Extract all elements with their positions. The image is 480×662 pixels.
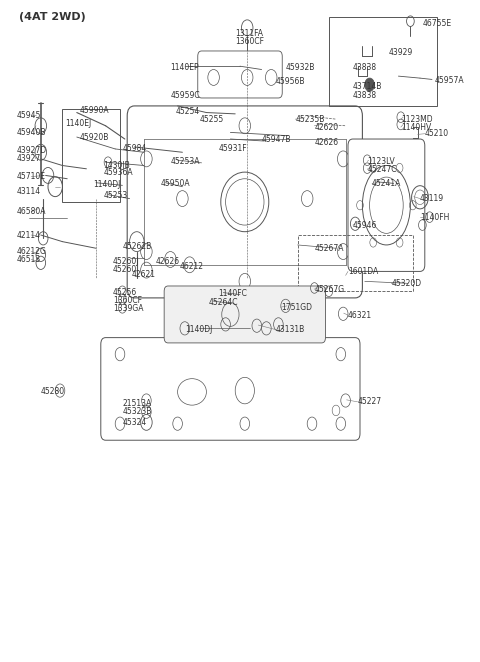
Text: 45945: 45945 [17, 111, 41, 120]
Text: 45320D: 45320D [391, 279, 421, 288]
Text: 45956B: 45956B [276, 77, 305, 86]
Text: 45255: 45255 [199, 115, 224, 124]
Text: 45959C: 45959C [170, 91, 200, 101]
Text: 45936A: 45936A [103, 168, 133, 177]
Text: 1123MD: 1123MD [401, 115, 432, 124]
Text: 43114: 43114 [17, 187, 41, 197]
Text: 1601DA: 1601DA [348, 267, 378, 276]
Text: 45323B: 45323B [122, 407, 152, 416]
Text: 43838: 43838 [353, 91, 377, 100]
Text: 1360CF: 1360CF [235, 36, 264, 46]
Text: 1140FC: 1140FC [218, 289, 247, 299]
Text: 46513: 46513 [17, 255, 41, 264]
FancyBboxPatch shape [127, 106, 362, 298]
Text: (4AT 2WD): (4AT 2WD) [19, 11, 86, 22]
Text: 45932B: 45932B [286, 63, 315, 72]
Bar [298, 235, 413, 291]
Text: 43119: 43119 [420, 194, 444, 203]
Text: 46321: 46321 [348, 310, 372, 320]
Text: 43929: 43929 [389, 48, 413, 58]
Text: 42626: 42626 [156, 257, 180, 266]
Text: 46212: 46212 [180, 261, 204, 271]
Text: 45710E: 45710E [17, 172, 46, 181]
Text: 45957A: 45957A [434, 76, 464, 85]
Text: 45267A: 45267A [314, 244, 344, 253]
Text: 46580A: 46580A [17, 207, 46, 216]
FancyBboxPatch shape [164, 286, 325, 343]
Text: 45227: 45227 [358, 397, 382, 406]
Text: 45247C: 45247C [367, 165, 396, 174]
Text: 45260J: 45260J [113, 257, 139, 266]
Text: 1140EP: 1140EP [170, 63, 199, 72]
Text: 46755E: 46755E [422, 19, 452, 28]
Text: 43927D: 43927D [17, 146, 47, 156]
Text: 1140DJ: 1140DJ [94, 179, 121, 189]
Circle shape [365, 78, 374, 91]
Text: 43131B: 43131B [276, 325, 305, 334]
Text: 45946: 45946 [353, 220, 377, 230]
Text: 1140EJ: 1140EJ [65, 119, 91, 128]
Text: 1123LV: 1123LV [367, 157, 395, 166]
Text: 45253A: 45253A [170, 157, 200, 166]
Text: 45324: 45324 [122, 418, 147, 427]
Text: 45256: 45256 [113, 288, 137, 297]
Text: 45210: 45210 [425, 129, 449, 138]
Text: 21513A: 21513A [122, 399, 152, 408]
Text: 45947B: 45947B [262, 134, 291, 144]
Text: 42621: 42621 [132, 270, 156, 279]
Text: 1140HV: 1140HV [401, 122, 431, 132]
Text: 45241A: 45241A [372, 179, 401, 188]
Text: 45940B: 45940B [17, 128, 46, 137]
Text: 43927: 43927 [17, 154, 41, 164]
Text: 1140DJ: 1140DJ [185, 325, 212, 334]
Text: 1751GD: 1751GD [281, 303, 312, 312]
Bar [329, 17, 437, 106]
Bar [62, 109, 120, 202]
Text: 45931F: 45931F [218, 144, 247, 154]
Text: 1339GA: 1339GA [113, 304, 144, 313]
FancyBboxPatch shape [101, 338, 360, 440]
Text: 45267G: 45267G [314, 285, 345, 294]
Text: 45262B: 45262B [122, 242, 152, 251]
Text: 45950A: 45950A [161, 179, 191, 188]
Text: 45280: 45280 [41, 387, 65, 397]
Text: 45253: 45253 [103, 191, 128, 201]
Text: 42114: 42114 [17, 230, 41, 240]
Text: 1140FH: 1140FH [420, 213, 449, 222]
Text: 45260: 45260 [113, 265, 137, 274]
Text: 45235B: 45235B [295, 115, 324, 124]
Text: 45990A: 45990A [79, 106, 109, 115]
FancyBboxPatch shape [348, 139, 425, 271]
FancyBboxPatch shape [198, 51, 282, 98]
Text: 1430JB: 1430JB [103, 161, 130, 170]
Text: 42620: 42620 [314, 122, 338, 132]
Text: 1360CF: 1360CF [113, 296, 142, 305]
Text: 43838: 43838 [353, 63, 377, 72]
Text: 45984: 45984 [122, 144, 147, 154]
Text: 45264C: 45264C [209, 298, 238, 307]
Text: 46212G: 46212G [17, 247, 47, 256]
Text: 45920B: 45920B [79, 132, 108, 142]
Text: 45254: 45254 [175, 107, 200, 116]
Text: 1311FA: 1311FA [235, 28, 263, 38]
Text: 43714B: 43714B [353, 81, 382, 91]
Text: 42626: 42626 [314, 138, 338, 147]
